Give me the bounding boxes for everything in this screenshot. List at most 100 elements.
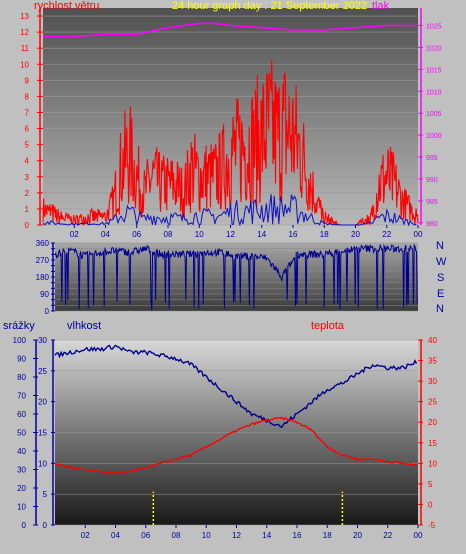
wind-x-tick-label: 04 [101, 230, 110, 239]
pressure-y-tick-label: 990 [426, 177, 438, 184]
temperature-title: teplota [311, 320, 345, 332]
humidity-x-tick-label: 02 [81, 531, 90, 540]
temperature-y-tick-label: 25 [428, 398, 437, 407]
wind-x-tick-label: 10 [195, 230, 204, 239]
temperature-y-tick-label: -5 [428, 521, 436, 530]
direction-y-tick-label: 270 [36, 256, 50, 265]
rain-y-tick-label: 80 [17, 373, 26, 382]
temperature-y-tick-label: 40 [428, 336, 437, 345]
rain-y-tick-label: 40 [17, 447, 26, 456]
wind-speed-title: rychlost větru [34, 0, 100, 12]
plot-backgrounds [43, 8, 418, 525]
wind-y-tick-label: 4 [25, 157, 30, 166]
series-humidity [54, 344, 418, 429]
rain-y-tick-label: 0 [22, 521, 27, 530]
wind-x-tick-label: 14 [257, 230, 266, 239]
chart-title: 24 hour graph day : 21 September 2022 [172, 0, 368, 12]
direction-label-s: S [437, 272, 445, 284]
series-wind-average [42, 194, 417, 227]
humidity-x-tick-label: 14 [262, 531, 271, 540]
humidity-x-tick-label: 00 [414, 531, 423, 540]
wind-x-tick-label: 08 [164, 230, 173, 239]
series-temperature [54, 416, 417, 475]
humidity-x-tick-label: 18 [323, 531, 332, 540]
wind-y-tick-label: 5 [25, 141, 30, 150]
plot-area-wind [43, 8, 418, 225]
rain-y-tick-label: 60 [17, 410, 26, 419]
wind-y-tick-label: 13 [20, 12, 29, 21]
humidity-y-tick-label: 0 [43, 521, 48, 530]
wind-x-tick-label: 16 [289, 230, 298, 239]
rain-y-tick-label: 10 [17, 503, 26, 512]
wind-y-tick-label: 12 [20, 28, 29, 37]
direction-y-tick-label: 180 [36, 273, 50, 282]
rain-title: srážky [3, 320, 35, 332]
temperature-y-tick-label: 0 [428, 500, 433, 509]
wind-y-tick-label: 1 [25, 205, 30, 214]
direction-label-w: W [436, 256, 447, 268]
rain-y-tick-label: 30 [17, 466, 26, 475]
humidity-y-tick-label: 30 [38, 336, 47, 345]
humidity-x-tick-label: 04 [111, 531, 120, 540]
pressure-y-tick-label: 985 [426, 199, 438, 206]
temperature-y-tick-label: 5 [428, 480, 433, 489]
wind-x-tick-label: 06 [132, 230, 141, 239]
series-pressure [43, 22, 418, 38]
wind-y-tick-label: 2 [25, 189, 30, 198]
axis-layer: 0123456789101112139809859909951000100510… [13, 8, 442, 540]
pressure-y-tick-label: 1000 [426, 133, 442, 140]
wind-y-tick-label: 10 [20, 60, 29, 69]
wind-x-tick-label: 18 [320, 230, 329, 239]
humidity-x-tick-label: 20 [353, 531, 362, 540]
wind-x-tick-label: 12 [226, 230, 235, 239]
humidity-title: vlhkost [67, 320, 102, 332]
humidity-y-tick-label: 25 [38, 367, 47, 376]
temperature-y-tick-label: 20 [428, 418, 437, 427]
temperature-y-tick-label: 15 [428, 439, 437, 448]
wind-y-tick-label: 7 [25, 108, 30, 117]
humidity-y-tick-label: 20 [38, 398, 47, 407]
temperature-y-tick-label: 30 [428, 377, 437, 386]
direction-y-tick-label: 90 [40, 290, 49, 299]
wind-x-tick-label: 22 [382, 230, 391, 239]
direction-label-n-bottom: N [436, 303, 444, 315]
direction-y-tick-label: 360 [36, 239, 50, 248]
wind-y-tick-label: 0 [25, 221, 30, 230]
wind-y-tick-label: 9 [25, 76, 30, 85]
rain-y-tick-label: 100 [13, 336, 27, 345]
pressure-title: tlak [372, 0, 390, 12]
grid-lines [43, 15, 418, 526]
wind-x-tick-label: 20 [351, 230, 360, 239]
wind-x-tick-label: 02 [70, 230, 79, 239]
humidity-x-tick-label: 12 [232, 531, 241, 540]
pressure-y-tick-label: 1020 [426, 45, 442, 52]
temperature-y-tick-label: 10 [428, 459, 437, 468]
rain-y-tick-label: 90 [17, 355, 26, 364]
wind-y-tick-label: 3 [25, 173, 30, 182]
humidity-y-tick-label: 5 [43, 490, 48, 499]
humidity-x-tick-label: 06 [141, 531, 150, 540]
humidity-x-tick-label: 08 [172, 531, 181, 540]
humidity-y-tick-label: 15 [38, 429, 47, 438]
humidity-x-tick-label: 16 [293, 531, 302, 540]
direction-y-tick-label: 0 [45, 307, 50, 316]
temperature-y-tick-label: 35 [428, 357, 437, 366]
pressure-y-tick-label: 1025 [426, 24, 442, 31]
humidity-x-tick-label: 10 [202, 531, 211, 540]
direction-label-e: E [437, 288, 445, 300]
humidity-x-tick-label: 22 [383, 531, 392, 540]
pressure-y-tick-label: 1005 [426, 111, 442, 118]
wind-x-tick-label: 00 [414, 230, 423, 239]
wind-y-tick-label: 6 [25, 125, 30, 134]
pressure-y-tick-label: 995 [426, 155, 438, 162]
rain-y-tick-label: 50 [17, 429, 26, 438]
rain-y-tick-label: 20 [17, 484, 26, 493]
humidity-y-tick-label: 10 [38, 459, 47, 468]
series-wind-direction [54, 243, 418, 311]
pressure-y-tick-label: 1010 [426, 89, 442, 96]
pressure-y-tick-label: 980 [426, 221, 438, 228]
direction-label-n-top: N [436, 240, 444, 252]
rain-y-tick-label: 70 [17, 392, 26, 401]
wind-y-tick-label: 11 [21, 44, 30, 53]
